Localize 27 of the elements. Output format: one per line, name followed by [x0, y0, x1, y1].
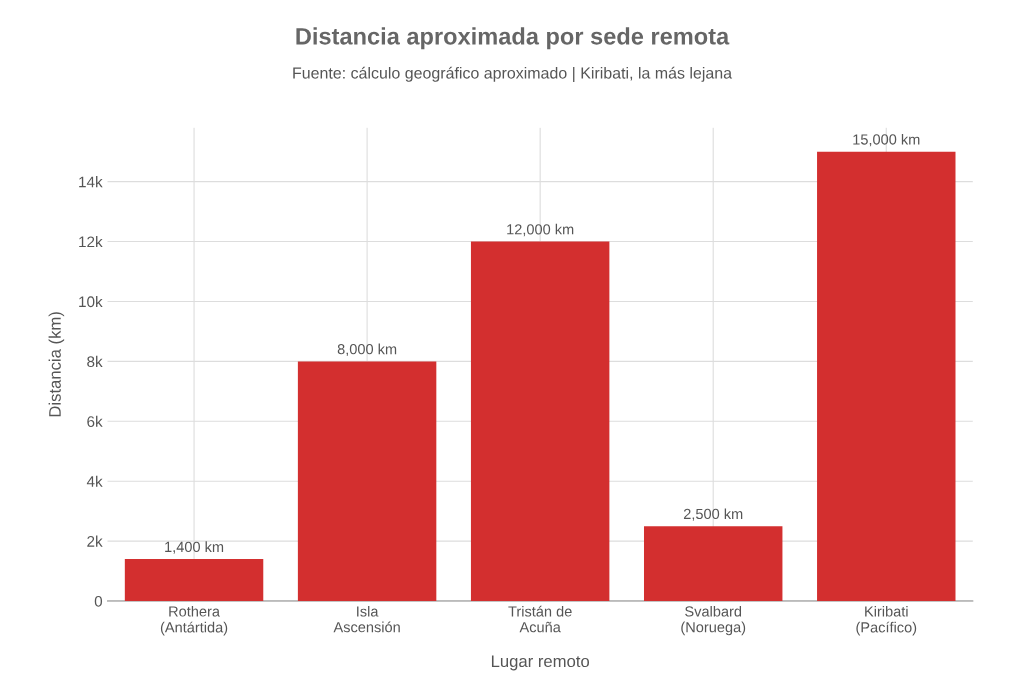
bar	[124, 559, 264, 602]
y-tick-label: 14k	[79, 176, 103, 188]
bar	[470, 241, 610, 602]
y-tick-label: 10k	[79, 295, 103, 308]
data-label: 15,000 km	[853, 133, 920, 147]
chart-title: Distancia aproximada por sede remota	[296, 27, 730, 50]
x-tick-label: Tristán de Acuña	[508, 605, 572, 633]
y-tick-label: 12k	[79, 236, 103, 248]
y-tick-label: 4k	[86, 475, 103, 487]
bar	[297, 361, 437, 602]
y-tick-label: 6k	[87, 415, 103, 427]
x-tick-label: Svalbard (Noruega)	[681, 605, 746, 636]
bar	[817, 151, 956, 602]
y-axis-title: Distancia (km)	[48, 312, 65, 417]
x-tick-label: Kiribati (Pacífico)	[856, 605, 917, 636]
x-tick-label: Isla Ascensión	[333, 605, 400, 633]
y-tick-label: 0	[94, 595, 103, 607]
data-label: 2,500 km	[683, 508, 743, 521]
x-tick-label: Rothera (Antártida)	[160, 605, 228, 636]
y-tick-label: 2k	[87, 535, 103, 547]
chart-subtitle: Fuente: cálculo geográfico aproximado | Kiribati, la más lejana	[293, 66, 733, 82]
data-label: 1,400 km	[165, 541, 224, 554]
y-tick-label: 8k	[87, 355, 103, 368]
data-label: 8,000 km	[337, 343, 397, 357]
data-label: 12,000 km	[507, 223, 574, 237]
x-axis-title: Lugar remoto	[491, 655, 590, 671]
bar	[643, 526, 783, 602]
